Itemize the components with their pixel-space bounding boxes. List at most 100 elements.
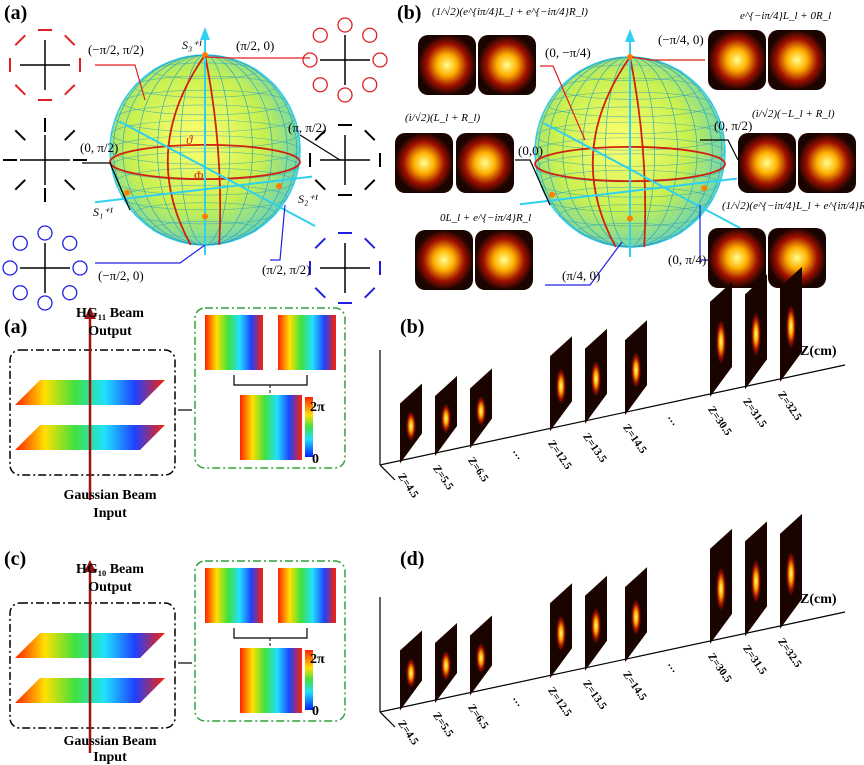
axis-s2-label: S₂⁺¹ — [298, 192, 319, 206]
state-point — [276, 183, 283, 190]
polarization-arrow-icon — [364, 129, 376, 141]
state-point — [627, 215, 633, 222]
meridian — [591, 56, 631, 248]
point-label: (−π/4, 0) — [658, 32, 704, 47]
leader-line — [299, 134, 341, 161]
axis-s1-label: S₁⁺¹ — [93, 205, 114, 219]
polarization-arrow-icon — [64, 84, 76, 96]
meridian — [629, 56, 647, 248]
intensity-spot — [631, 352, 641, 389]
point-label: (0, −π/4) — [545, 45, 591, 60]
polarization-arrow-icon — [364, 287, 376, 299]
leader-line — [540, 65, 586, 141]
phase-pattern — [205, 315, 263, 370]
point-label: (π/2, π/2) — [262, 262, 311, 277]
beam-converter-box — [9, 349, 176, 476]
colorbar-max: 2π — [310, 400, 325, 415]
beam-intensity-image — [708, 228, 766, 288]
intensity-spot — [631, 599, 641, 636]
output-label-2: Output — [88, 580, 132, 595]
colorbar — [305, 397, 313, 457]
panel-label-c: (c) — [4, 548, 27, 570]
intensity-spot — [591, 607, 601, 644]
polarization-arrow-icon — [364, 179, 376, 191]
intensity-spot — [591, 360, 601, 397]
z-axis — [379, 364, 846, 466]
colorbar-min: 0 — [312, 704, 319, 719]
arrow-icon — [84, 307, 96, 319]
circular-polarization-icon — [72, 260, 88, 276]
intensity-spot — [751, 559, 761, 604]
polarization-arrow-icon — [14, 34, 26, 46]
bracket-line — [233, 375, 308, 386]
input-label: Gaussian Beam — [63, 488, 157, 503]
state-formula: (1/√2)(e^{−iπ/4}L_l + e^{iπ/4}R_l) — [722, 200, 864, 212]
input-label: Gaussian Beam — [63, 734, 157, 749]
arrow-icon — [625, 29, 635, 42]
beam-intensity-image — [708, 30, 766, 90]
output-label-2: Output — [88, 324, 132, 339]
leader-line — [204, 56, 310, 59]
state-point — [701, 185, 708, 192]
arrow-icon — [200, 27, 210, 40]
phi-label: Φ — [194, 168, 204, 183]
colorbar — [305, 650, 313, 710]
beam-intensity-image — [478, 35, 536, 95]
point-label: (−π/2, π/2) — [88, 42, 144, 57]
circular-polarization-icon — [362, 27, 378, 43]
theta-label: ϑ — [186, 132, 193, 147]
circular-polarization-icon — [337, 17, 353, 33]
state-point — [124, 189, 131, 196]
circular-polarization-icon — [362, 77, 378, 93]
panel-label-a: (a) — [4, 316, 28, 338]
circular-polarization-icon — [302, 52, 318, 68]
phase-decomposition-box — [194, 307, 346, 469]
combined-phase-pattern — [240, 648, 302, 713]
leader-line — [631, 56, 705, 61]
beam-intensity-image — [456, 133, 514, 193]
polarization-arrow-icon — [64, 129, 76, 141]
circular-polarization-icon — [37, 225, 53, 241]
polarization-arrow-icon — [314, 287, 326, 299]
point-label: (π/2, 0) — [236, 38, 275, 53]
colorbar-min: 0 — [312, 452, 319, 467]
phase-pattern — [205, 568, 263, 623]
output-label: HG₁₁ Beam — [76, 306, 144, 321]
polarization-arrow-icon — [64, 179, 76, 191]
state-formula: (i/√2)(−L_l + R_l) — [752, 108, 835, 120]
output-label: HG₁₀ Beam — [76, 562, 144, 577]
state-point — [627, 54, 633, 60]
point-label: (0, π/2) — [80, 140, 119, 155]
leader-line — [95, 64, 146, 101]
beam-intensity-image — [418, 35, 476, 95]
beam-intensity-image — [768, 30, 826, 90]
meridian — [166, 54, 206, 246]
z-axis-label: Z(cm) — [800, 344, 837, 359]
horizontal-axis — [379, 464, 396, 481]
leader-line — [699, 205, 708, 261]
beam-converter-box — [9, 602, 176, 729]
circular-polarization-icon — [37, 295, 53, 311]
z-axis-label: Z(cm) — [800, 592, 837, 607]
state-point — [202, 213, 208, 220]
intensity-spot — [786, 304, 796, 349]
horizontal-axis — [379, 711, 396, 728]
intensity-spot — [751, 312, 761, 357]
bracket-line — [233, 628, 308, 639]
state-formula: 0L_l + e^{−iπ/4}R_l — [440, 212, 532, 224]
circular-polarization-icon — [62, 285, 78, 301]
intensity-spot — [441, 650, 451, 681]
panel-label-d: (d) — [400, 548, 425, 570]
s1-axis — [519, 177, 738, 206]
circular-polarization-icon — [337, 87, 353, 103]
beam-intensity-image — [768, 228, 826, 288]
circular-polarization-icon — [2, 260, 18, 276]
polarization-arrow-icon — [14, 179, 26, 191]
point-label: (0, π/4) — [668, 252, 707, 267]
leader-line — [545, 241, 623, 286]
intensity-spot — [406, 411, 416, 442]
beam-intensity-image — [395, 133, 453, 193]
circular-polarization-icon — [62, 235, 78, 251]
